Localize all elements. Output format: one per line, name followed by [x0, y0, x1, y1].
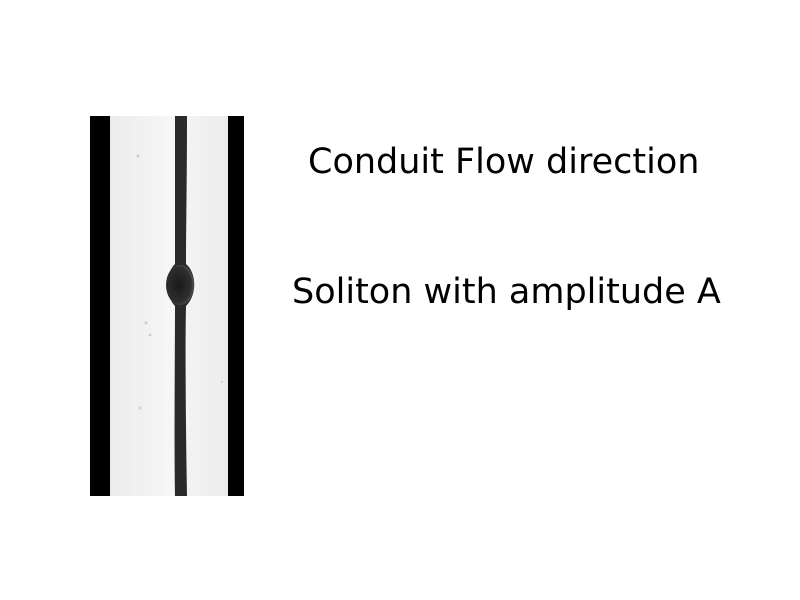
speck [138, 406, 142, 410]
speck [148, 333, 152, 337]
soliton-label: Soliton with amplitude A [292, 272, 721, 312]
fluid-background [110, 116, 228, 496]
conduit-photo [90, 116, 244, 496]
soliton-bulge [166, 265, 194, 305]
conduit-stream [167, 116, 195, 496]
outer-wall-right [228, 116, 244, 496]
speck [136, 154, 140, 158]
conduit-stream-figure [110, 116, 228, 496]
outer-wall-left [90, 116, 110, 496]
speck [144, 321, 148, 325]
flow-direction-label: Conduit Flow direction [308, 142, 700, 182]
speck [221, 381, 223, 383]
